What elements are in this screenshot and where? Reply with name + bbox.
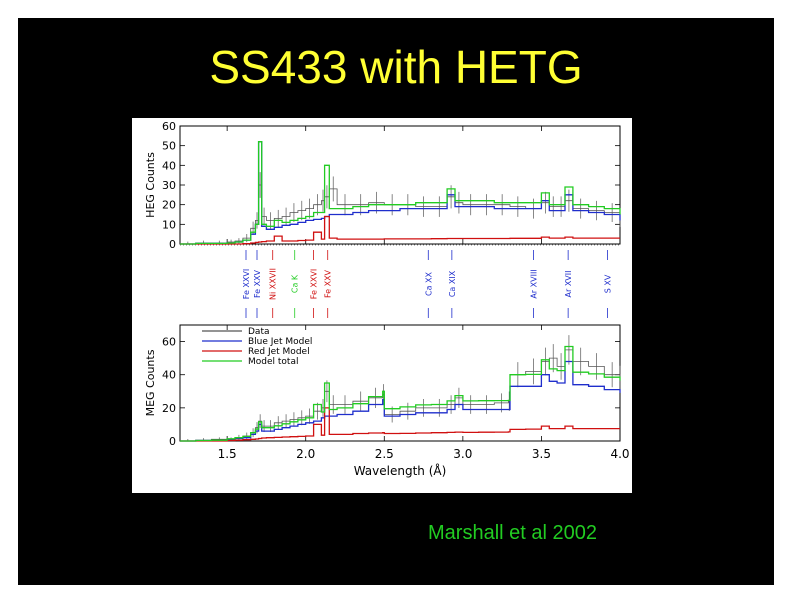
y-tick-label: 60	[162, 120, 176, 133]
citation: Marshall et al 2002	[428, 522, 597, 544]
line-id-label: Fe XXV	[324, 269, 333, 298]
x-tick-label: 2.5	[375, 447, 394, 461]
line-id-label: Fe XXVI	[242, 269, 251, 299]
y-tick-label: 0	[169, 238, 176, 251]
line-id-label: S XV	[603, 274, 612, 293]
slide: SS433 with HETG 0 10 20 30 40 50 60 HEG Counts 0…	[18, 18, 774, 585]
series-line-blue-jet-model	[180, 360, 621, 442]
spectrum-chart: 0 10 20 30 40 50 60 HEG Counts 0 20 40 60 MEG Counts…	[144, 120, 630, 478]
series-line-blue-jet-model	[180, 141, 621, 245]
line-id-label: Fe XXV	[253, 269, 262, 298]
x-tick-label: 3.5	[532, 447, 551, 461]
line-id-label: Ar XVII	[564, 271, 573, 298]
legend-label: Data	[248, 327, 270, 337]
y-tick-label: 0	[169, 435, 176, 448]
y-tick-label: 10	[162, 218, 176, 231]
y-axis-label: MEG Counts	[144, 349, 157, 416]
line-id-label: Ca XX	[424, 271, 433, 296]
line-id-label: Fe XXVI	[310, 269, 319, 299]
series-line-red-jet-model	[180, 215, 620, 245]
y-tick-label: 40	[162, 159, 176, 172]
series-line-model-total	[180, 345, 621, 442]
legend-label: Model total	[248, 357, 298, 367]
y-tick-label: 30	[162, 179, 176, 192]
series-line-model-total	[180, 141, 621, 245]
y-tick-label: 40	[162, 369, 176, 382]
line-id-label: Ca XIX	[448, 270, 457, 297]
y-tick-label: 20	[162, 199, 176, 212]
legend-label: Blue Jet Model	[248, 337, 312, 347]
x-tick-label: 2.0	[296, 447, 315, 461]
y-tick-label: 20	[162, 402, 176, 415]
x-axis-label: Wavelength (Å)	[354, 463, 447, 478]
line-id-label: Ca K	[291, 274, 300, 293]
x-tick-label: 1.5	[218, 447, 237, 461]
y-tick-label: 50	[162, 140, 176, 153]
legend-label: Red Jet Model	[248, 347, 310, 357]
y-tick-label: 60	[162, 336, 176, 349]
spectrum-figure: 0 10 20 30 40 50 60 HEG Counts 0 20 40 60 MEG Counts…	[132, 118, 632, 493]
series-line-data	[180, 184, 621, 245]
y-axis-label: HEG Counts	[144, 152, 157, 218]
line-id-label: Ni XXVII	[269, 268, 278, 300]
line-id-label: Ar XVIII	[530, 269, 539, 298]
series-line-data	[180, 349, 621, 442]
plot-frame-bottom	[179, 324, 621, 442]
plot-frame-top	[179, 125, 621, 245]
x-tick-label: 3.0	[453, 447, 472, 461]
series-line-red-jet-model	[180, 407, 620, 442]
x-tick-label: 4.0	[610, 447, 629, 461]
slide-title: SS433 with HETG	[209, 41, 583, 93]
